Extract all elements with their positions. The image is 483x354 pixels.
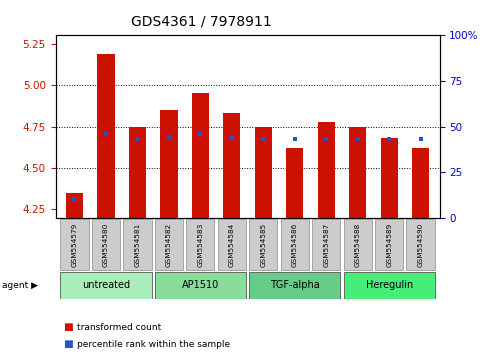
Text: GSM554584: GSM554584 bbox=[229, 223, 235, 267]
Text: GSM554588: GSM554588 bbox=[355, 223, 361, 267]
FancyBboxPatch shape bbox=[407, 219, 435, 270]
FancyBboxPatch shape bbox=[155, 219, 183, 270]
Text: GSM554587: GSM554587 bbox=[323, 223, 329, 267]
FancyBboxPatch shape bbox=[343, 272, 435, 299]
FancyBboxPatch shape bbox=[249, 272, 341, 299]
Text: GSM554586: GSM554586 bbox=[292, 223, 298, 267]
Text: Heregulin: Heregulin bbox=[366, 280, 413, 290]
FancyBboxPatch shape bbox=[123, 219, 152, 270]
Text: GSM554582: GSM554582 bbox=[166, 223, 172, 267]
Text: GSM554589: GSM554589 bbox=[386, 223, 392, 267]
Bar bbox=[223, 113, 241, 218]
Bar bbox=[66, 193, 83, 218]
FancyBboxPatch shape bbox=[281, 219, 309, 270]
Text: percentile rank within the sample: percentile rank within the sample bbox=[77, 339, 230, 349]
Bar bbox=[97, 53, 114, 218]
Text: untreated: untreated bbox=[82, 280, 130, 290]
Text: ■: ■ bbox=[63, 322, 72, 332]
Bar bbox=[192, 93, 209, 218]
Text: GSM554581: GSM554581 bbox=[134, 223, 141, 267]
Text: GSM554580: GSM554580 bbox=[103, 223, 109, 267]
Text: AP1510: AP1510 bbox=[182, 280, 219, 290]
FancyBboxPatch shape bbox=[60, 272, 152, 299]
Text: GSM554583: GSM554583 bbox=[198, 223, 203, 267]
Bar bbox=[412, 148, 429, 218]
Bar bbox=[317, 121, 335, 218]
Bar bbox=[381, 138, 398, 218]
Bar bbox=[349, 127, 366, 218]
FancyBboxPatch shape bbox=[92, 219, 120, 270]
FancyBboxPatch shape bbox=[60, 219, 88, 270]
FancyBboxPatch shape bbox=[249, 219, 277, 270]
FancyBboxPatch shape bbox=[343, 219, 372, 270]
FancyBboxPatch shape bbox=[218, 219, 246, 270]
Text: agent ▶: agent ▶ bbox=[2, 281, 39, 290]
Bar bbox=[255, 127, 272, 218]
Text: GDS4361 / 7978911: GDS4361 / 7978911 bbox=[131, 14, 272, 28]
Text: TGF-alpha: TGF-alpha bbox=[270, 280, 320, 290]
Bar bbox=[160, 110, 178, 218]
Text: transformed count: transformed count bbox=[77, 323, 161, 332]
FancyBboxPatch shape bbox=[375, 219, 403, 270]
FancyBboxPatch shape bbox=[186, 219, 214, 270]
Text: ■: ■ bbox=[63, 339, 72, 349]
FancyBboxPatch shape bbox=[312, 219, 341, 270]
Text: GSM554590: GSM554590 bbox=[418, 223, 424, 267]
Bar bbox=[286, 148, 303, 218]
FancyBboxPatch shape bbox=[155, 272, 246, 299]
Text: GSM554585: GSM554585 bbox=[260, 223, 266, 267]
Text: GSM554579: GSM554579 bbox=[71, 223, 77, 267]
Bar bbox=[129, 127, 146, 218]
